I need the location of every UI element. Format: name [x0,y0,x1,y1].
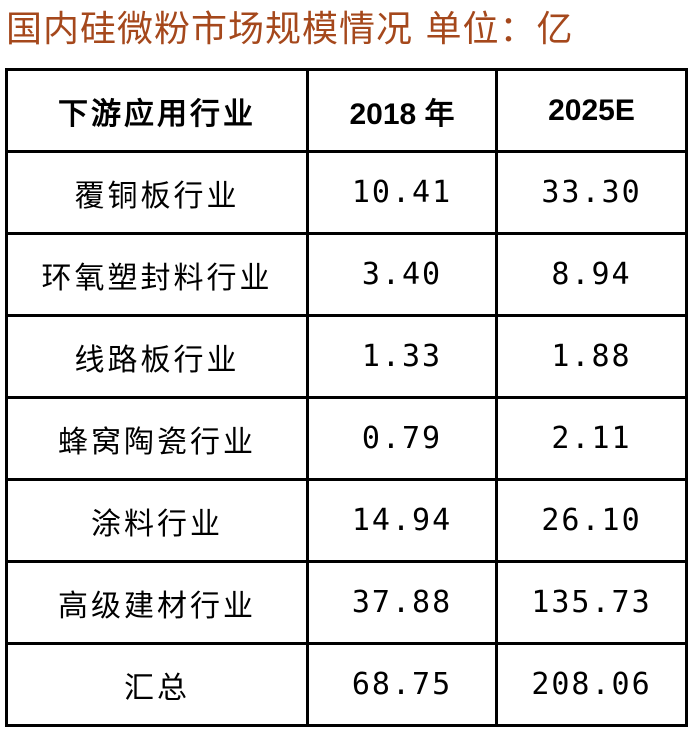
table-row: 覆铜板行业 10.41 33.30 [5,150,688,235]
industry-cell: 高级建材行业 [5,560,309,645]
table-row: 环氧塑封料行业 3.40 8.94 [5,232,688,317]
value-2018-cell: 37.88 [306,560,498,645]
value-2025e-cell: 33.30 [495,150,688,235]
column-header: 下游应用行业 [5,68,309,153]
industry-cell: 环氧塑封料行业 [5,232,309,317]
market-size-table: 下游应用行业 2018 年 2025E 覆铜板行业 10.41 33.30 环氧塑封料… [5,68,688,727]
column-header: 2025E [495,68,688,153]
value-2018-cell: 10.41 [306,150,498,235]
value-2018-cell: 68.75 [306,642,498,727]
value-2025e-cell: 208.06 [495,642,688,727]
value-2018-cell: 1.33 [306,314,498,399]
table-row: 高级建材行业 37.88 135.73 [5,560,688,645]
table-row: 涂料行业 14.94 26.10 [5,478,688,563]
page-title: 国内硅微粉市场规模情况 单位：亿 [6,9,574,50]
table-header-row: 下游应用行业 2018 年 2025E [5,68,688,153]
industry-cell: 覆铜板行业 [5,150,309,235]
value-2025e-cell: 26.10 [495,478,688,563]
value-2025e-cell: 2.11 [495,396,688,481]
industry-cell: 蜂窝陶瓷行业 [5,396,309,481]
table-row: 汇总 68.75 208.06 [5,642,688,727]
value-2018-cell: 14.94 [306,478,498,563]
industry-cell: 汇总 [5,642,309,727]
value-2018-cell: 0.79 [306,396,498,481]
column-header: 2018 年 [306,68,498,153]
table-row: 蜂窝陶瓷行业 0.79 2.11 [5,396,688,481]
value-2025e-cell: 1.88 [495,314,688,399]
value-2025e-cell: 8.94 [495,232,688,317]
value-2025e-cell: 135.73 [495,560,688,645]
value-2018-cell: 3.40 [306,232,498,317]
industry-cell: 线路板行业 [5,314,309,399]
industry-cell: 涂料行业 [5,478,309,563]
table-row: 线路板行业 1.33 1.88 [5,314,688,399]
